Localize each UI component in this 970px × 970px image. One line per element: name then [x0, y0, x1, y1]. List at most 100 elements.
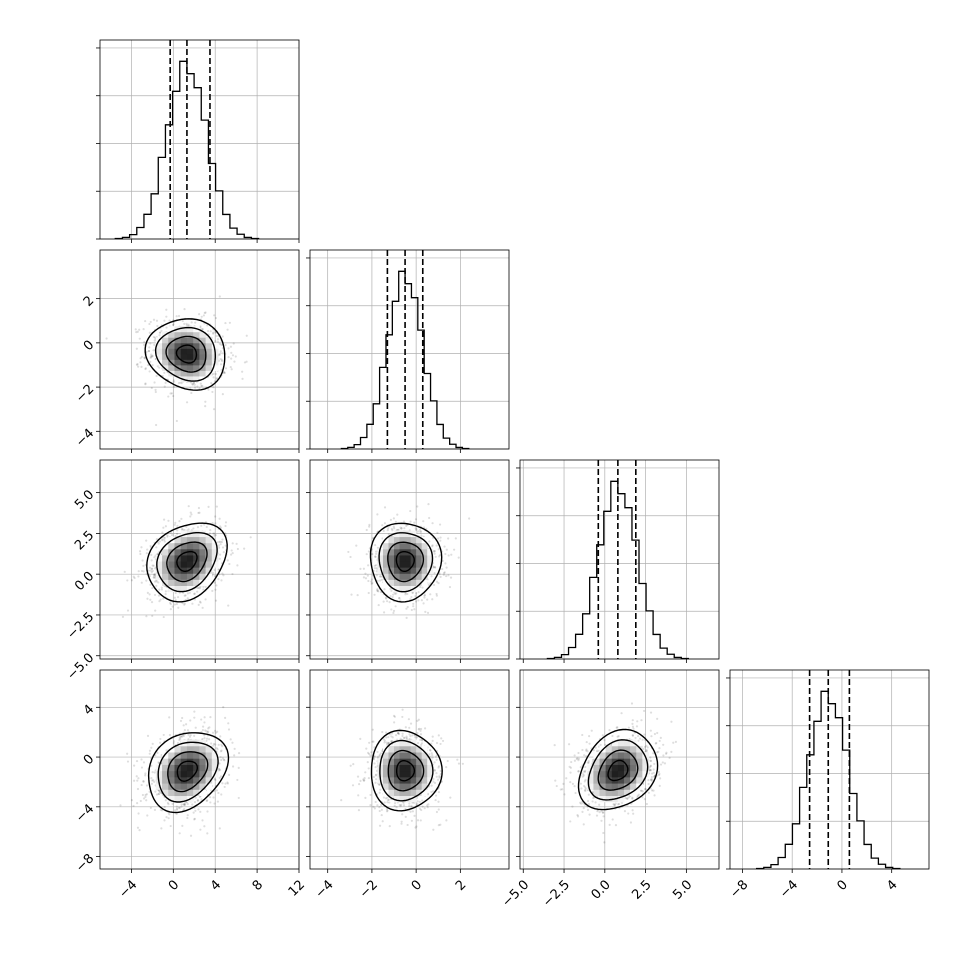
- scatter-point: [376, 579, 379, 583]
- density-cell: [168, 561, 175, 568]
- scatter-point: [193, 801, 197, 804]
- scatter-point: [167, 519, 170, 522]
- scatter-point: [144, 382, 147, 385]
- scatter-point: [148, 346, 151, 349]
- scatter-point: [199, 601, 202, 604]
- scatter-point: [435, 810, 439, 814]
- scatter-point: [150, 386, 153, 390]
- scatter-point: [176, 529, 179, 532]
- scatter-point: [183, 322, 186, 326]
- scatter-point: [193, 818, 196, 821]
- scatter-point: [223, 371, 226, 375]
- scatter-point: [445, 819, 448, 822]
- density-cell: [162, 353, 169, 360]
- scatter-point: [224, 782, 227, 785]
- scatter-point: [158, 790, 161, 793]
- density-cell: [199, 758, 206, 765]
- scatter-point: [173, 603, 176, 606]
- scatter-point: [380, 808, 383, 811]
- scatter-point: [198, 387, 201, 390]
- scatter-point: [224, 321, 227, 325]
- scatter-point: [434, 794, 438, 797]
- contour-line: [395, 551, 415, 572]
- density-cell: [180, 795, 188, 803]
- density-cell: [162, 758, 169, 765]
- scatter-point: [154, 576, 157, 579]
- scatter-point: [123, 570, 126, 573]
- scatter-point: [390, 527, 393, 531]
- scatter-point: [406, 605, 409, 609]
- scatter-point: [400, 527, 403, 530]
- density-cell: [382, 542, 389, 550]
- scatter-point: [140, 783, 143, 787]
- scatter-point: [191, 383, 194, 386]
- scatter-point: [211, 390, 214, 394]
- scatter-point: [220, 579, 223, 582]
- scatter-point: [245, 334, 248, 337]
- scatter-point: [199, 326, 202, 329]
- scatter-point: [206, 737, 209, 740]
- scatter-point: [136, 779, 139, 782]
- density-cell: [162, 567, 169, 574]
- scatter-point: [214, 588, 217, 591]
- scatter-point: [224, 544, 227, 547]
- density-cell: [186, 555, 194, 562]
- scatter-point: [236, 547, 239, 551]
- scatter-point: [217, 791, 220, 795]
- scatter-point: [430, 742, 433, 745]
- scatter-point: [153, 343, 156, 346]
- scatter-point: [438, 776, 441, 779]
- scatter-point: [158, 331, 161, 334]
- scatter-point: [140, 546, 143, 549]
- density-cell: [421, 573, 428, 580]
- density-cell: [193, 776, 200, 784]
- density-cell: [162, 337, 169, 344]
- scatter-point: [438, 775, 441, 778]
- scatter-point: [186, 597, 189, 600]
- density-cell: [205, 542, 213, 550]
- scatter-point: [359, 779, 362, 782]
- scatter-point: [377, 590, 380, 593]
- scatter-point: [218, 343, 222, 346]
- scatter-point: [449, 576, 453, 579]
- scatter-point: [179, 381, 182, 384]
- scatter-point: [155, 580, 158, 583]
- scatter-point: [155, 538, 158, 541]
- scatter-point: [435, 741, 439, 745]
- scatter-point: [419, 585, 422, 589]
- scatter-point: [166, 801, 169, 804]
- scatter-point: [371, 581, 374, 585]
- scatter-point: [130, 799, 134, 802]
- scatter-point: [162, 536, 165, 539]
- scatter-point: [217, 546, 221, 549]
- scatter-point: [392, 611, 395, 615]
- scatter-point: [215, 377, 218, 380]
- scatter-point: [144, 319, 147, 323]
- scatter-point: [393, 527, 396, 530]
- density-cell: [205, 359, 213, 366]
- scatter-point: [151, 779, 154, 782]
- scatter-point: [437, 790, 441, 794]
- scatter-point: [437, 734, 440, 737]
- scatter-point: [227, 604, 230, 607]
- scatter-point: [381, 575, 384, 578]
- density-cell: [180, 353, 188, 360]
- scatter-point: [386, 798, 390, 802]
- scatter-point: [148, 322, 151, 326]
- scatter-point: [157, 761, 160, 764]
- scatter-point: [144, 795, 147, 799]
- scatter-point: [440, 737, 443, 740]
- density-cell: [193, 359, 200, 366]
- scatter-point: [193, 381, 196, 385]
- scatter-point: [418, 727, 421, 730]
- scatter-point: [412, 605, 415, 608]
- density-cell: [410, 579, 417, 586]
- scatter-point: [156, 751, 159, 754]
- scatter-point: [408, 733, 411, 736]
- scatter-point: [414, 527, 417, 530]
- scatter-point: [383, 506, 387, 509]
- density-cell: [168, 795, 175, 803]
- scatter-point: [429, 593, 432, 596]
- density-cell: [382, 548, 389, 556]
- scatter-point: [187, 528, 190, 531]
